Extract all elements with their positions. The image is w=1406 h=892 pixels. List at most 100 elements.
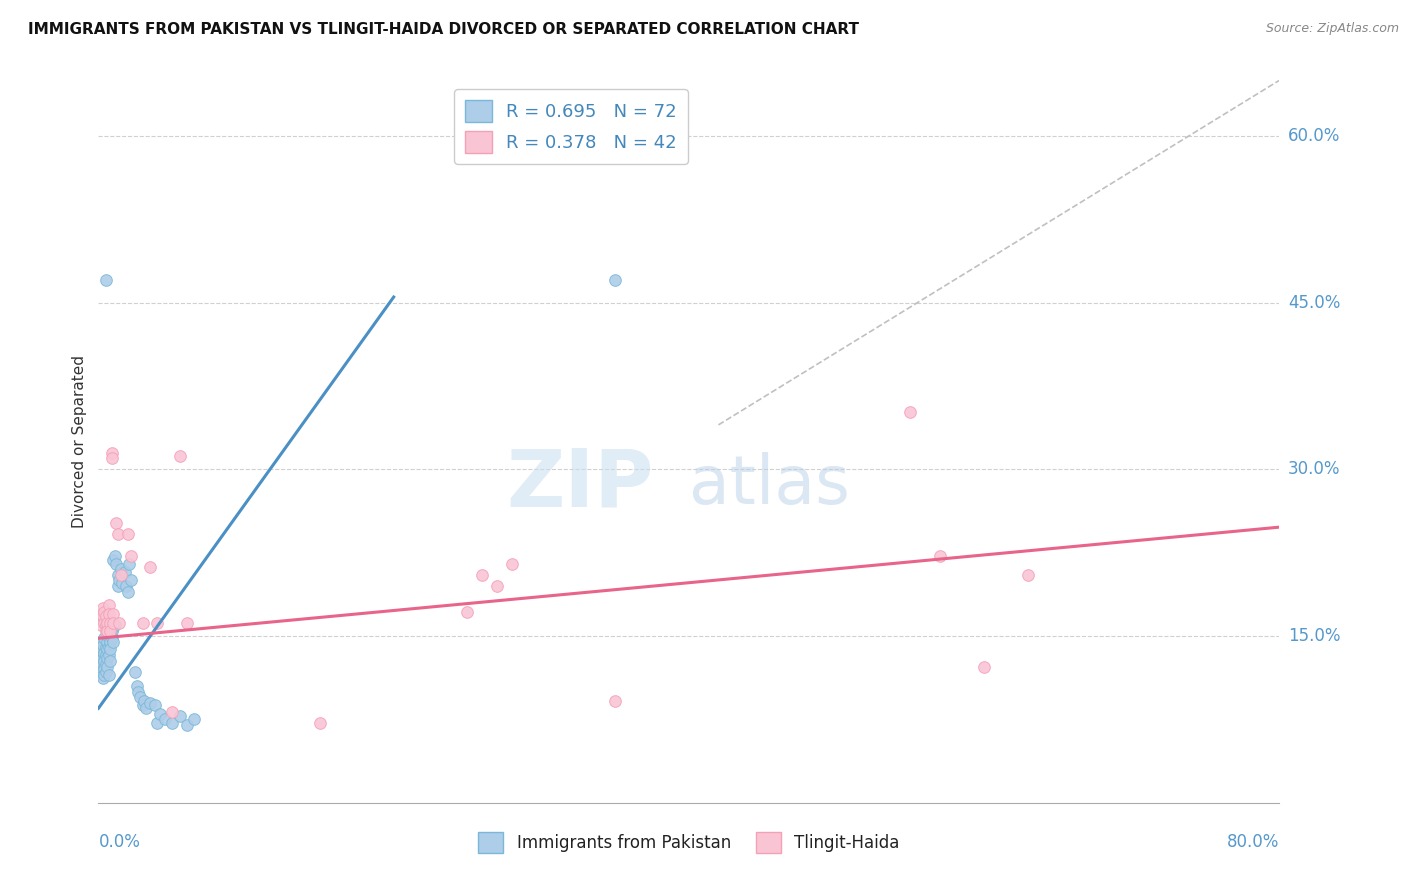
Point (104, 618, 127, 632)
Point (100, 445, 122, 459)
Text: ZIP: ZIP (506, 446, 654, 524)
Point (135, 701, 157, 715)
Point (90, 653, 112, 667)
Point (471, 568, 494, 582)
Point (97, 607, 120, 621)
Point (117, 526, 139, 541)
Point (96, 642, 118, 657)
Point (91, 638, 114, 652)
Point (103, 607, 125, 621)
Point (93, 662, 115, 676)
Text: 30.0%: 30.0% (1288, 460, 1340, 478)
Point (94, 273, 117, 287)
Point (94, 665, 117, 679)
Point (900, 404, 922, 418)
Point (93, 668, 115, 682)
Point (162, 715, 183, 730)
Point (93, 646, 115, 660)
Point (89, 651, 111, 665)
Point (107, 579, 129, 593)
Point (89, 662, 111, 676)
Point (97, 640, 120, 655)
Point (134, 693, 156, 707)
Point (89, 640, 111, 655)
Point (105, 516, 128, 530)
Point (149, 706, 172, 721)
Point (128, 690, 150, 705)
Point (486, 579, 509, 593)
Point (91, 642, 114, 657)
Point (96, 634, 118, 648)
Point (124, 665, 146, 679)
Point (93, 605, 115, 619)
Text: 0.0%: 0.0% (98, 833, 141, 851)
Text: IMMIGRANTS FROM PAKISTAN VS TLINGIT-HAIDA DIVORCED OR SEPARATED CORRELATION CHAR: IMMIGRANTS FROM PAKISTAN VS TLINGIT-HAID… (28, 22, 859, 37)
Point (90, 634, 112, 648)
Point (973, 660, 995, 674)
Point (98, 653, 121, 667)
Point (93, 632, 115, 646)
Point (132, 698, 155, 712)
Point (98, 615, 121, 630)
Point (100, 632, 122, 646)
Text: 60.0%: 60.0% (1288, 127, 1340, 145)
Point (153, 713, 176, 727)
Point (107, 526, 129, 541)
Point (108, 574, 131, 588)
Point (93, 615, 115, 630)
Point (98, 624, 121, 638)
Point (96, 660, 118, 674)
Legend: Immigrants from Pakistan, Tlingit-Haida: Immigrants from Pakistan, Tlingit-Haida (471, 826, 907, 860)
Point (103, 634, 125, 648)
Point (1018, 568, 1040, 582)
Point (94, 609, 117, 624)
Text: Source: ZipAtlas.com: Source: ZipAtlas.com (1265, 22, 1399, 36)
Text: 15.0%: 15.0% (1288, 627, 1340, 645)
Point (89, 612, 111, 626)
Point (97, 598, 120, 612)
Point (146, 715, 169, 730)
Point (91, 601, 114, 615)
Point (103, 615, 125, 630)
Point (105, 557, 128, 571)
Point (176, 718, 198, 732)
Point (929, 549, 952, 563)
Point (139, 560, 162, 574)
Point (97, 632, 120, 646)
Point (91, 671, 114, 685)
Point (94, 624, 117, 638)
Text: 45.0%: 45.0% (1288, 293, 1340, 311)
Point (146, 615, 169, 630)
Point (120, 549, 142, 563)
Point (90, 607, 112, 621)
Point (103, 553, 125, 567)
Point (96, 624, 118, 638)
Point (501, 557, 523, 571)
Point (605, 693, 627, 707)
Point (108, 615, 131, 630)
Point (176, 615, 198, 630)
Point (94, 618, 117, 632)
Point (143, 698, 166, 712)
Y-axis label: Divorced or Separated: Divorced or Separated (72, 355, 87, 528)
Point (139, 696, 162, 710)
Point (97, 668, 120, 682)
Point (127, 684, 149, 698)
Point (98, 642, 121, 657)
Point (169, 449, 191, 463)
Point (114, 565, 136, 579)
Point (94, 657, 117, 671)
Point (94, 648, 117, 662)
Point (93, 653, 115, 667)
Point (111, 575, 134, 590)
Point (91, 657, 114, 671)
Point (117, 584, 139, 599)
Point (457, 605, 479, 619)
Point (107, 568, 129, 582)
Point (100, 624, 122, 638)
Point (96, 651, 118, 665)
Text: atlas: atlas (689, 452, 849, 518)
Point (97, 648, 120, 662)
Point (162, 705, 183, 719)
Point (118, 557, 141, 571)
